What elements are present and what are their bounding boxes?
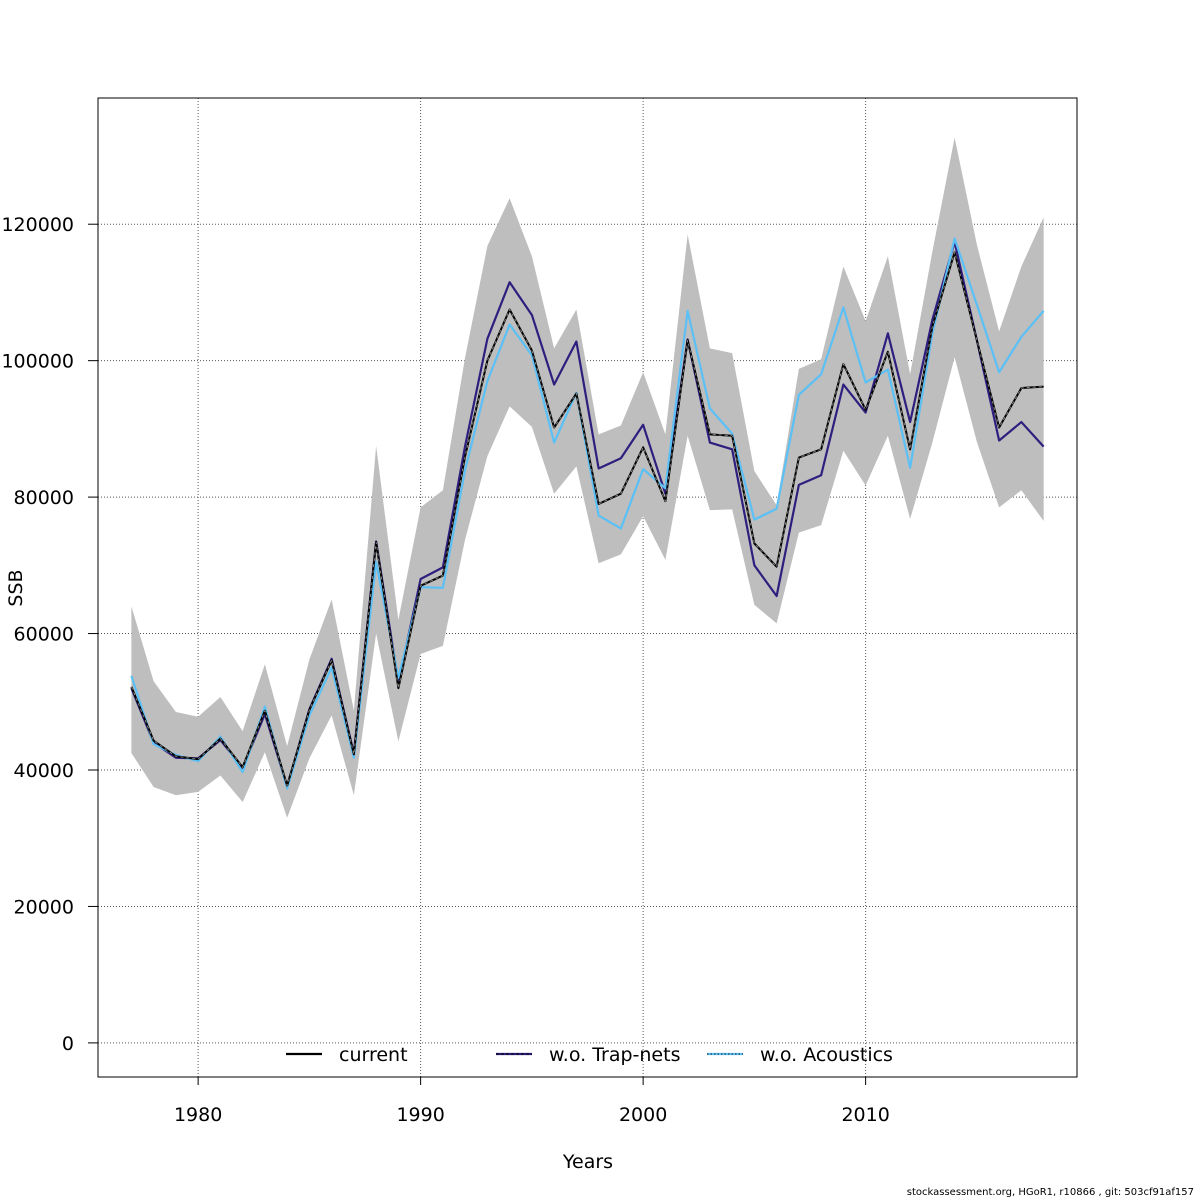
legend-w-o-acoustics-label: w.o. Acoustics — [760, 1044, 893, 1066]
x-tick-label: 1990 — [396, 1104, 444, 1126]
grid-lines — [98, 98, 1077, 1077]
y-tick-label: 100000 — [1, 351, 74, 373]
footer-note: stockassessment.org, HGoR1, r10866 , git… — [906, 1187, 1194, 1198]
legend-current-label: current — [339, 1044, 408, 1066]
x-axis-title: Years — [562, 1151, 613, 1173]
confidence-band — [131, 137, 1044, 818]
confidence-band-layer — [131, 137, 1044, 818]
x-axis: 1980 1990 2000 2010 — [174, 1077, 890, 1126]
y-axis: 0 20000 40000 60000 80000 100000 120000 — [1, 214, 98, 1055]
legend: current w.o. Trap-nets w.o. Acoustics — [286, 1044, 893, 1066]
y-tick-label: 80000 — [14, 487, 74, 509]
plot-frame — [97, 97, 1078, 1078]
x-tick-label: 2000 — [619, 1104, 667, 1126]
y-tick-label: 20000 — [14, 896, 74, 918]
y-tick-label: 40000 — [14, 760, 74, 782]
legend-w-o-trap-nets-label: w.o. Trap-nets — [549, 1044, 680, 1066]
y-tick-label: 60000 — [14, 624, 74, 646]
y-axis-title: SSB — [5, 569, 27, 606]
y-tick-label: 0 — [62, 1033, 74, 1055]
x-tick-label: 1980 — [174, 1104, 222, 1126]
y-tick-label: 120000 — [1, 214, 74, 236]
series-line-current-dash-overlay — [131, 250, 1044, 788]
x-tick-label: 2010 — [841, 1104, 889, 1126]
series-layer — [130, 237, 1045, 790]
